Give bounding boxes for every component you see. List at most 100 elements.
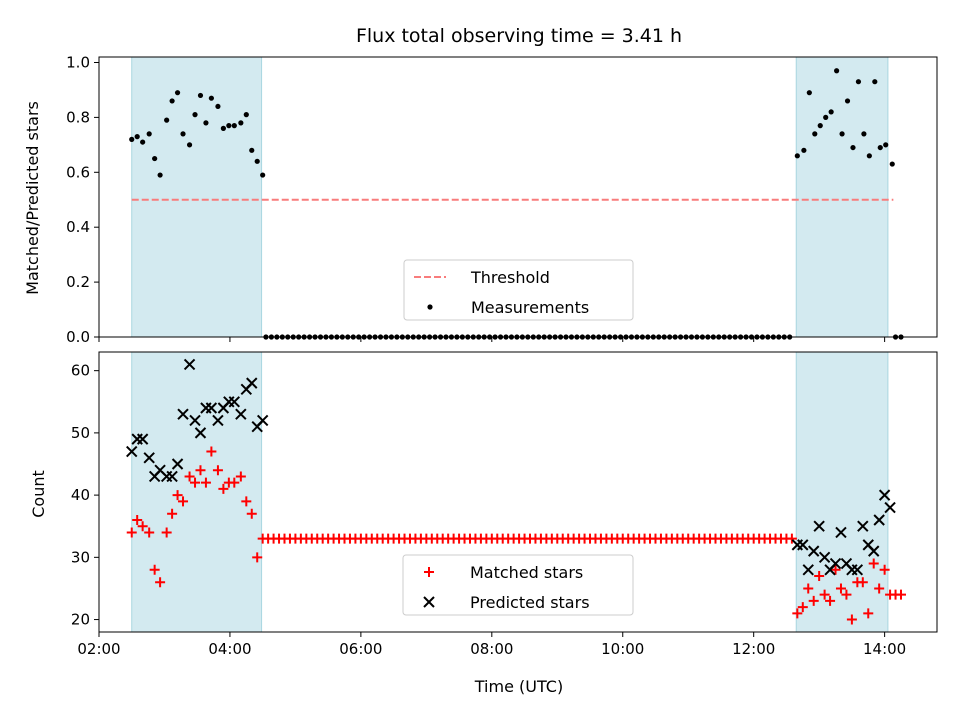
data-point — [129, 136, 135, 142]
data-point — [873, 514, 885, 526]
data-point — [828, 109, 834, 115]
legend: Matched stars Predicted stars — [402, 554, 634, 616]
data-point — [427, 304, 433, 310]
plot-frame — [98, 351, 938, 633]
data-point — [825, 595, 836, 606]
data-point — [166, 470, 178, 483]
x-tick-label: 02:00 — [77, 640, 120, 658]
data-point — [208, 95, 214, 101]
data-point — [238, 120, 244, 126]
data-point — [423, 596, 435, 608]
data-point — [884, 501, 896, 514]
series-matched-stars-constant- — [263, 533, 797, 544]
x-tick-label: 04:00 — [208, 640, 251, 658]
legend-box — [403, 259, 634, 321]
data-point — [194, 427, 207, 439]
data-point — [126, 445, 138, 458]
data-point — [844, 98, 851, 104]
data-point — [134, 134, 140, 140]
data-point — [249, 147, 255, 153]
data-point — [137, 521, 148, 532]
shaded-interval — [795, 351, 889, 633]
data-point — [155, 577, 166, 588]
y-tick-label: 20 — [71, 611, 90, 629]
data-point — [846, 614, 857, 625]
data-point — [197, 92, 204, 99]
data-point — [184, 471, 195, 482]
data-point — [190, 477, 201, 488]
data-point — [874, 583, 885, 594]
data-point — [829, 557, 842, 570]
data-point — [866, 153, 872, 159]
data-point — [183, 358, 196, 371]
chart-title: Flux total observing time = 3.41 h — [356, 25, 682, 47]
series-predicted-stars — [126, 358, 896, 576]
data-point — [878, 489, 891, 501]
data-point — [189, 414, 201, 427]
y-tick-label: 0.8 — [66, 108, 90, 126]
y-tick-label: 0.4 — [66, 218, 90, 236]
data-point — [863, 608, 874, 619]
data-point — [180, 131, 186, 137]
data-point — [140, 139, 146, 145]
data-point — [877, 144, 883, 151]
data-point — [212, 414, 224, 427]
data-point — [226, 123, 232, 129]
data-point — [164, 117, 170, 123]
data-point — [883, 142, 889, 148]
data-point — [186, 142, 193, 148]
y-tick-label: 60 — [71, 362, 90, 380]
data-point — [218, 483, 229, 494]
y-tick-label: 30 — [71, 548, 90, 566]
data-point — [192, 112, 198, 118]
data-point — [879, 564, 890, 575]
data-point — [814, 571, 825, 581]
data-point — [802, 564, 814, 576]
data-point — [808, 595, 819, 606]
data-point — [205, 402, 218, 414]
data-point — [797, 539, 809, 551]
data-point — [819, 589, 830, 600]
data-point — [143, 452, 155, 464]
data-point — [855, 79, 862, 85]
y-tick-label: 50 — [71, 424, 90, 442]
data-point — [889, 161, 895, 167]
data-point — [215, 103, 221, 110]
y-tick-label: 0.6 — [66, 163, 90, 181]
data-point — [818, 551, 831, 564]
shaded-interval — [131, 351, 263, 633]
y-tick-label: 1.0 — [66, 53, 90, 71]
bottom-y-axis-label: Count — [29, 470, 48, 518]
data-point — [212, 465, 223, 476]
data-point — [152, 155, 158, 162]
data-point — [228, 396, 241, 408]
data-point — [806, 90, 812, 96]
top-panel: 0.0 0.2 0.4 0.6 0.8 1.0 Threshold Measurements — [66, 53, 938, 346]
data-point — [260, 172, 266, 178]
data-point — [839, 131, 845, 137]
bottom-panel: 20 30 40 50 60 02:00 04:00 06:00 08:00 10:00 12:00… — [71, 351, 938, 658]
data-point — [792, 608, 803, 619]
data-point — [144, 527, 155, 538]
data-point — [161, 527, 172, 538]
data-point — [794, 153, 800, 159]
data-point — [868, 558, 879, 569]
series-matched-stars — [126, 446, 906, 625]
shaded-interval — [131, 56, 263, 338]
legend-box — [402, 554, 634, 616]
data-point — [812, 131, 818, 137]
data-point — [220, 125, 226, 131]
legend-label: Matched stars — [470, 563, 583, 582]
data-point — [851, 564, 864, 576]
data-point — [807, 545, 820, 557]
data-point — [203, 120, 209, 126]
data-point — [830, 564, 841, 575]
data-point — [178, 496, 189, 507]
x-tick-label: 06:00 — [339, 640, 382, 658]
data-point — [172, 490, 183, 501]
plot-frame — [98, 56, 938, 338]
data-point — [841, 589, 852, 600]
data-point — [835, 583, 846, 594]
data-point — [206, 446, 217, 457]
